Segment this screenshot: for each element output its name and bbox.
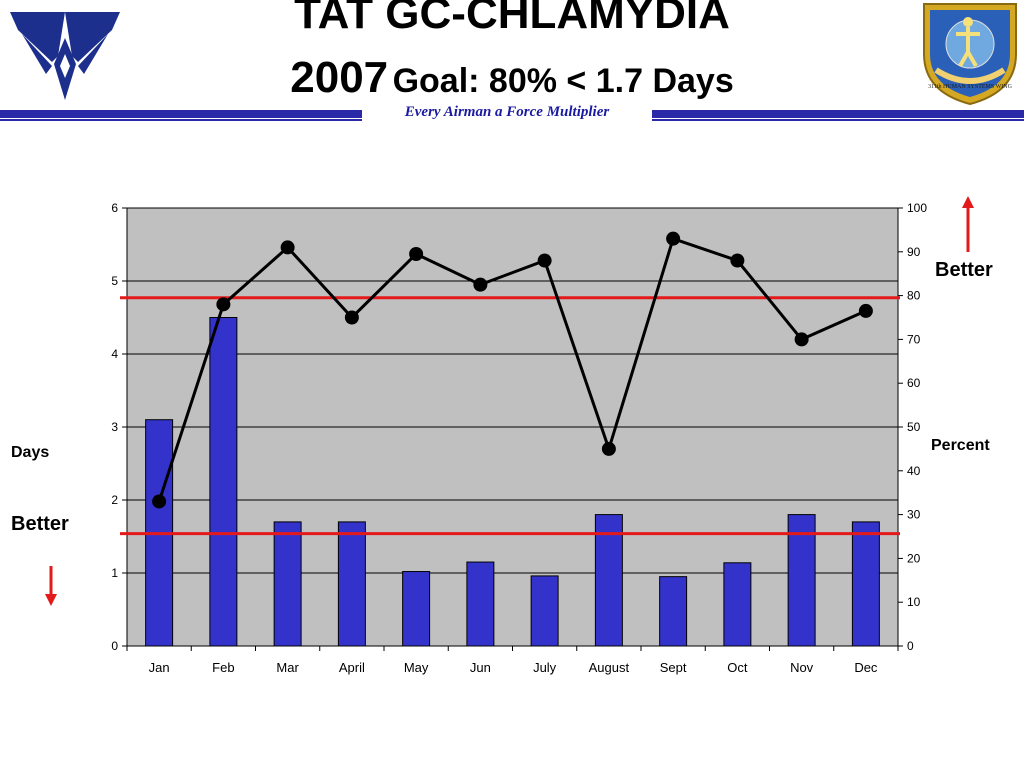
x-tick-label: Dec — [854, 660, 878, 675]
better-label-left: Better — [11, 513, 69, 535]
percent-marker — [730, 253, 745, 268]
percent-marker — [858, 303, 873, 318]
right-tick-label: 30 — [907, 508, 921, 522]
gridlines — [127, 280, 898, 574]
left-axis-label: Days — [11, 444, 50, 461]
x-tick-label: Nov — [790, 660, 814, 675]
better-label-right: Better — [935, 259, 993, 281]
better-arrows — [45, 196, 974, 606]
right-tick-label: 0 — [907, 639, 914, 653]
bar — [273, 521, 302, 647]
bar — [530, 575, 559, 647]
left-tick-label: 4 — [111, 347, 118, 361]
x-tick-label: Jun — [470, 660, 491, 675]
x-tick-label: Jan — [149, 660, 170, 675]
x-tick-label: Sept — [660, 660, 687, 675]
x-tick-label: Mar — [276, 660, 299, 675]
bar — [787, 514, 816, 647]
left-tick-label: 6 — [111, 201, 118, 215]
percent-marker — [601, 441, 616, 456]
bar — [723, 562, 752, 647]
right-axis-label: Percent — [931, 437, 990, 454]
percent-marker — [666, 231, 681, 246]
human-systems-wing-emblem: 311th HUMAN SYSTEMS WING — [923, 3, 1017, 106]
right-tick-label: 20 — [907, 551, 921, 565]
bar — [209, 317, 238, 647]
right-tick-label: 40 — [907, 464, 921, 478]
emblem-text: 311th HUMAN SYSTEMS WING — [928, 84, 1013, 90]
left-tick-label: 5 — [111, 274, 118, 288]
bar — [594, 514, 623, 647]
header-band-thin-right — [652, 119, 1024, 121]
x-tick-label: August — [589, 660, 630, 675]
title-year: 2007 — [290, 53, 389, 102]
title-line2: 2007 Goal: 80% < 1.7 Days — [0, 56, 1024, 100]
right-axis: 0 10 20 30 40 50 60 70 80 90 100 — [898, 201, 927, 653]
x-tick-label: May — [404, 660, 429, 675]
left-tick-label: 0 — [111, 639, 118, 653]
percent-marker — [473, 277, 488, 292]
percent-marker — [280, 240, 295, 255]
bar — [659, 576, 688, 647]
percent-marker — [537, 253, 552, 268]
bar — [402, 571, 431, 647]
x-tick-label: Oct — [727, 660, 748, 675]
right-tick-label: 10 — [907, 595, 921, 609]
better-arrow-up-head — [962, 196, 974, 208]
header-band-right — [652, 110, 1024, 118]
bar — [466, 561, 495, 647]
left-tick-label: 1 — [111, 566, 118, 580]
left-tick-label: 2 — [111, 493, 118, 507]
header-band-left — [0, 110, 362, 118]
line-series — [152, 231, 873, 509]
right-tick-label: 50 — [907, 420, 921, 434]
x-tick-label: April — [339, 660, 365, 675]
title-goal: Goal: 80% < 1.7 Days — [392, 62, 734, 100]
air-force-wings-logo — [10, 12, 120, 100]
bar — [851, 521, 880, 647]
left-axis: 0 1 2 3 4 5 6 — [111, 201, 127, 653]
right-tick-label: 60 — [907, 376, 921, 390]
percent-marker — [216, 297, 231, 312]
right-tick-label: 80 — [907, 289, 921, 303]
percent-marker — [152, 494, 167, 509]
percent-line — [157, 236, 867, 502]
reference-lines — [120, 296, 900, 536]
right-tick-label: 100 — [907, 201, 927, 215]
percent-marker — [409, 246, 424, 261]
x-tick-label: July — [533, 660, 557, 675]
right-tick-label: 70 — [907, 332, 921, 346]
x-ticks: Jan Feb Mar April May Jun July August Sept Oct Nov… — [126, 646, 899, 675]
percent-marker — [344, 310, 359, 325]
better-arrow-down-head — [45, 594, 57, 606]
bar — [337, 521, 366, 647]
x-tick-label: Feb — [212, 660, 234, 675]
title-line1: TAT GC-CHLAMYDIA — [294, 0, 730, 38]
percent-marker — [794, 332, 809, 347]
header-band-thin-left — [0, 119, 362, 121]
tagline: Every Airman a Force Multiplier — [404, 104, 610, 120]
left-tick-label: 3 — [111, 420, 118, 434]
right-tick-label: 90 — [907, 245, 921, 259]
